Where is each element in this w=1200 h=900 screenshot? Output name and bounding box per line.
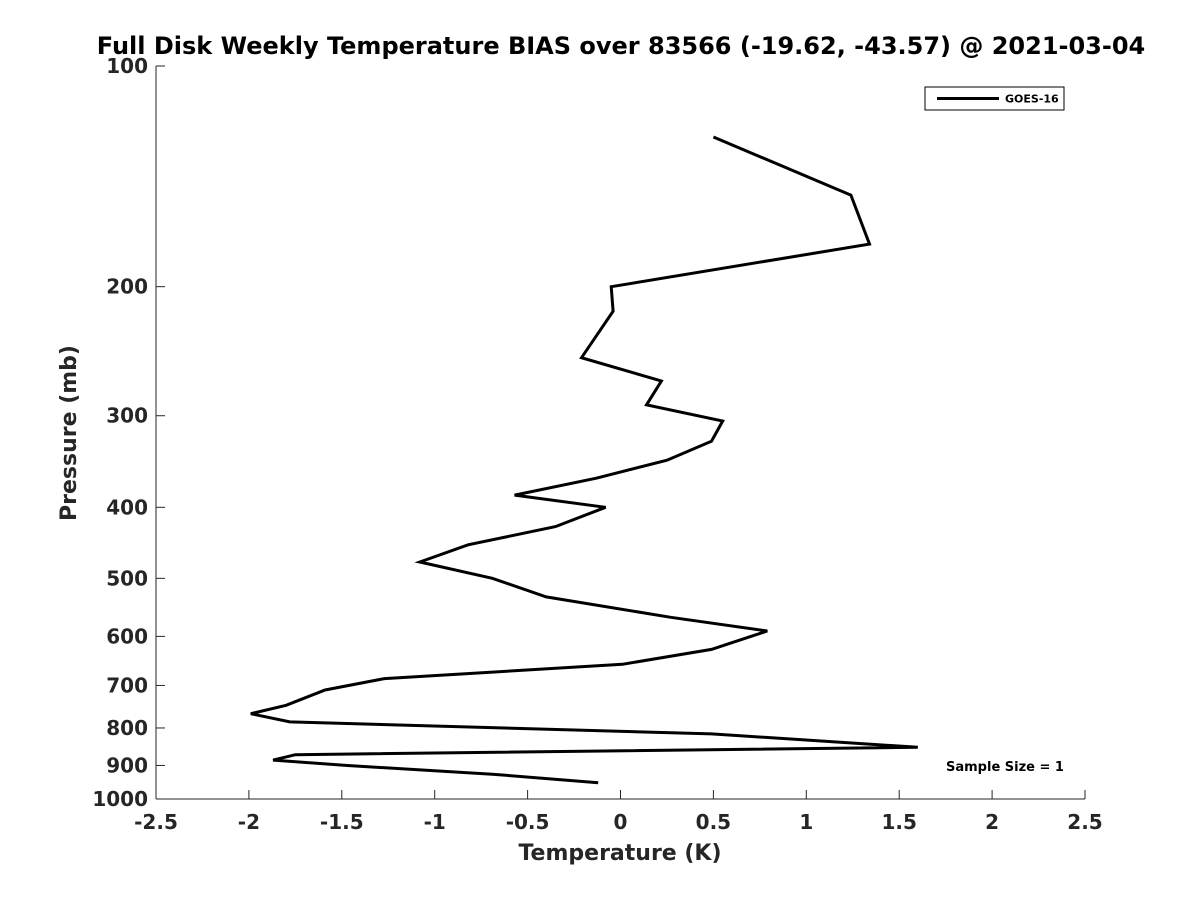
x-tick-label: 0 [614,810,628,834]
y-tick-label: 300 [106,404,148,428]
y-tick-label: 600 [106,624,148,648]
x-tick-label: 1.5 [881,810,916,834]
y-tick-label: 900 [106,753,148,777]
x-ticks: -2.5 -2 -1.5 -1 -0.5 0 0.5 1 1.5 2 2.5 [134,790,1103,834]
x-axis-label: Temperature (K) [518,841,721,866]
x-tick-label: -2 [238,810,260,834]
chart-title: Full Disk Weekly Temperature BIAS over 8… [97,32,1145,60]
legend-label: GOES-16 [1005,93,1059,106]
x-tick-label: -0.5 [506,810,550,834]
x-tick-label: -2.5 [134,810,178,834]
x-tick-label: 2 [985,810,999,834]
x-tick-label: -1 [424,810,446,834]
y-tick-label: 200 [106,275,148,299]
y-tick-label: 100 [106,54,148,78]
y-tick-label: 1000 [92,787,148,811]
y-axis-label: Pressure (mb) [57,345,82,521]
y-tick-label: 700 [106,673,148,697]
legend: GOES-16 [924,86,1065,111]
y-tick-label: 500 [106,566,148,590]
sample-size-annotation: Sample Size = 1 [946,760,1064,775]
x-tick-label: -1.5 [320,810,364,834]
x-tick-label: 1 [799,810,813,834]
y-tick-label: 400 [106,495,148,519]
plot-area [250,135,918,785]
y-tick-label: 800 [106,716,148,740]
y-ticks: 100 200 300 400 500 600 700 800 900 1000 [92,54,165,811]
x-tick-label: 2.5 [1067,810,1102,834]
series-line-goes-16 [250,135,918,785]
x-tick-label: 0.5 [696,810,731,834]
